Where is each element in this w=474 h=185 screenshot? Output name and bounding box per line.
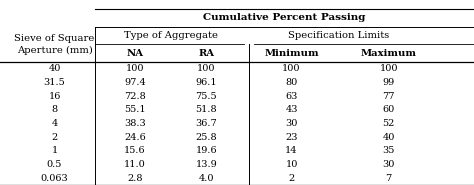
Text: 38.3: 38.3: [124, 119, 146, 128]
Text: 72.8: 72.8: [124, 92, 146, 100]
Text: 30: 30: [285, 119, 298, 128]
Text: Minimum: Minimum: [264, 48, 319, 58]
Text: 40: 40: [383, 133, 395, 142]
Text: 40: 40: [48, 64, 61, 73]
Text: Maximum: Maximum: [361, 48, 417, 58]
Text: 63: 63: [285, 92, 298, 100]
Text: 75.5: 75.5: [195, 92, 217, 100]
Text: 8: 8: [52, 105, 57, 114]
Text: NA: NA: [127, 48, 144, 58]
Text: Type of Aggregate: Type of Aggregate: [124, 31, 218, 40]
Text: 43: 43: [285, 105, 298, 114]
Text: 13.9: 13.9: [195, 160, 217, 169]
Text: Specification Limits: Specification Limits: [288, 31, 390, 40]
Text: 31.5: 31.5: [44, 78, 65, 87]
Text: 100: 100: [126, 64, 145, 73]
Text: 1: 1: [51, 146, 58, 155]
Text: 36.7: 36.7: [195, 119, 217, 128]
Text: 52: 52: [383, 119, 395, 128]
Text: 0.063: 0.063: [41, 174, 68, 183]
Text: 14: 14: [285, 146, 298, 155]
Text: 30: 30: [383, 160, 395, 169]
Text: 0.5: 0.5: [47, 160, 62, 169]
Text: 60: 60: [383, 105, 395, 114]
Text: 2.8: 2.8: [128, 174, 143, 183]
Text: Sieve of Square
Aperture (mm): Sieve of Square Aperture (mm): [14, 34, 95, 55]
Text: 4: 4: [51, 119, 58, 128]
Text: Cumulative Percent Passing: Cumulative Percent Passing: [203, 13, 365, 22]
Text: 25.8: 25.8: [195, 133, 217, 142]
Text: 77: 77: [383, 92, 395, 100]
Text: 100: 100: [379, 64, 398, 73]
Text: 10: 10: [285, 160, 298, 169]
Text: 55.1: 55.1: [124, 105, 146, 114]
Text: 19.6: 19.6: [195, 146, 217, 155]
Text: 23: 23: [285, 133, 298, 142]
Text: 11.0: 11.0: [124, 160, 146, 169]
Text: 2: 2: [288, 174, 295, 183]
Text: 51.8: 51.8: [195, 105, 217, 114]
Text: 7: 7: [385, 174, 392, 183]
Text: 96.1: 96.1: [195, 78, 217, 87]
Text: 97.4: 97.4: [124, 78, 146, 87]
Text: 2: 2: [51, 133, 58, 142]
Text: RA: RA: [198, 48, 214, 58]
Text: 99: 99: [383, 78, 395, 87]
Text: 80: 80: [285, 78, 298, 87]
Text: 24.6: 24.6: [124, 133, 146, 142]
Text: 35: 35: [383, 146, 395, 155]
Text: 100: 100: [197, 64, 216, 73]
Text: 16: 16: [48, 92, 61, 100]
Text: 15.6: 15.6: [124, 146, 146, 155]
Text: 100: 100: [282, 64, 301, 73]
Text: 4.0: 4.0: [199, 174, 214, 183]
